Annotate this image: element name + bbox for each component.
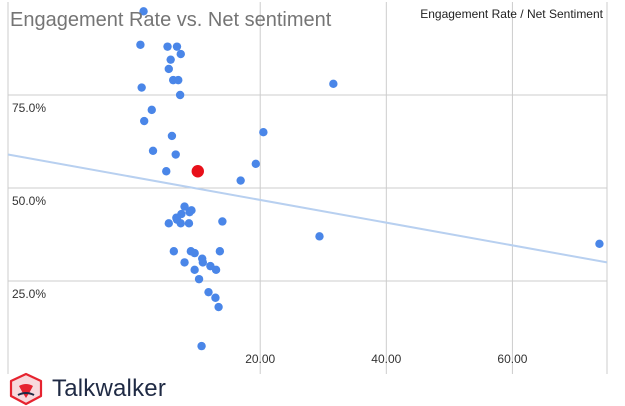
ticks-layer: 20.00 40.00 60.00 25.0% 50.0% 75.0% xyxy=(12,101,528,366)
data-point xyxy=(259,128,268,137)
data-point xyxy=(194,274,204,284)
x-tick-label: 60.00 xyxy=(497,352,527,366)
data-point xyxy=(137,83,146,92)
data-point xyxy=(163,42,172,51)
data-point xyxy=(139,116,149,126)
data-point xyxy=(197,341,206,351)
grid-layer xyxy=(7,2,608,374)
data-point xyxy=(329,79,338,89)
data-point xyxy=(198,258,208,267)
points-layer xyxy=(136,7,604,351)
brand-name: Talkwalker xyxy=(52,375,167,402)
data-point xyxy=(171,150,180,159)
data-point xyxy=(176,49,185,59)
data-point xyxy=(174,75,183,85)
x-tick-label: 20.00 xyxy=(245,352,275,366)
data-point xyxy=(164,219,173,228)
chart-title: Engagement Rate vs. Net sentiment xyxy=(10,9,332,31)
data-point xyxy=(190,265,199,275)
data-point xyxy=(180,202,189,211)
data-point xyxy=(172,42,182,51)
data-point xyxy=(176,219,185,228)
data-point xyxy=(147,105,156,115)
data-point xyxy=(214,302,223,312)
talkwalker-logo-icon xyxy=(9,372,43,406)
legend-label: Engagement Rate / Net Sentiment xyxy=(420,7,603,21)
data-point xyxy=(167,131,177,141)
y-tick-label: 75.0% xyxy=(12,101,46,115)
data-point xyxy=(595,239,604,248)
data-point xyxy=(251,159,260,169)
highlighted-data-point xyxy=(191,165,204,178)
data-point xyxy=(218,217,227,226)
data-point xyxy=(164,64,173,74)
data-point xyxy=(162,167,171,176)
brand-footer: Talkwalker xyxy=(8,372,166,406)
data-point xyxy=(136,40,145,49)
data-point xyxy=(166,55,175,64)
data-point xyxy=(236,176,245,185)
data-point xyxy=(186,247,196,256)
data-point xyxy=(148,146,158,155)
data-point xyxy=(211,293,220,302)
data-point xyxy=(180,258,189,267)
data-point xyxy=(184,219,194,228)
data-point xyxy=(315,232,324,241)
data-point xyxy=(169,247,179,256)
data-point xyxy=(139,7,148,16)
y-tick-label: 25.0% xyxy=(12,287,46,301)
trendline xyxy=(7,153,608,264)
data-point xyxy=(206,261,215,271)
x-tick-label: 40.00 xyxy=(371,352,401,366)
data-point xyxy=(175,90,185,100)
data-point xyxy=(215,247,225,256)
data-point xyxy=(204,287,213,297)
y-tick-label: 50.0% xyxy=(12,194,46,208)
data-point xyxy=(185,207,194,217)
